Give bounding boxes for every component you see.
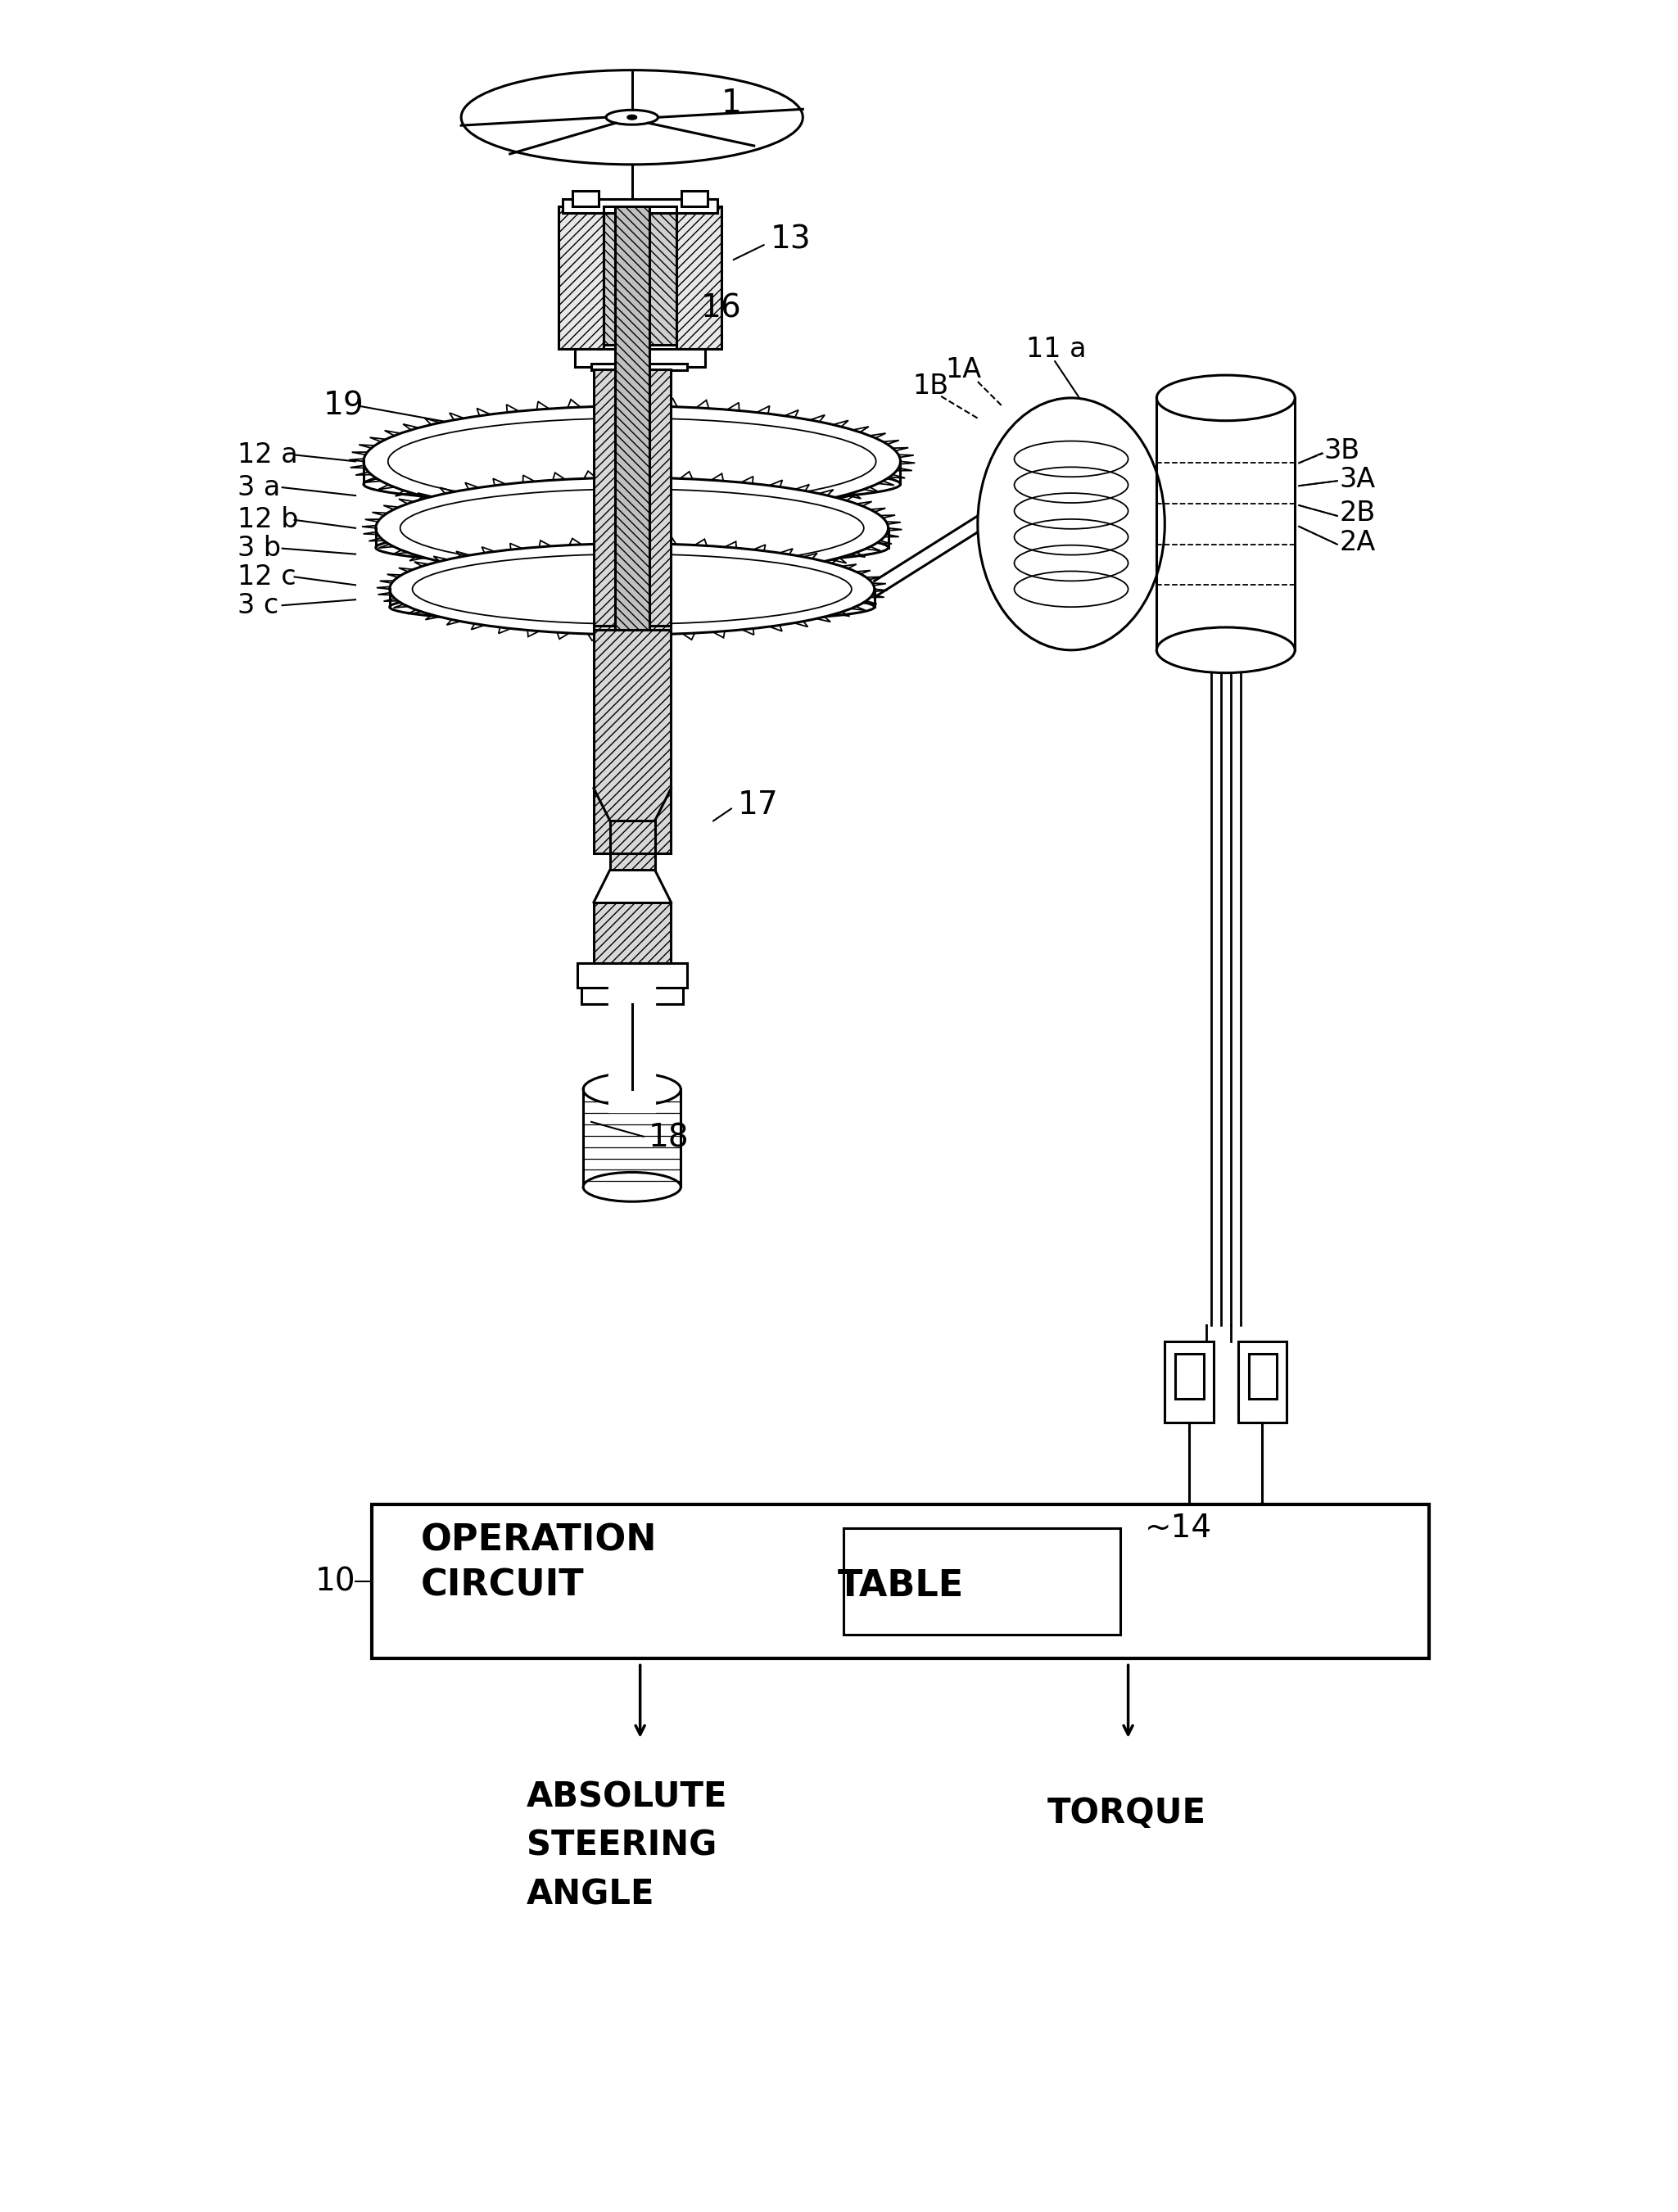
Bar bbox=[562, 199, 718, 212]
Text: 3 b: 3 b bbox=[238, 535, 280, 562]
Bar bbox=[676, 206, 722, 349]
Text: 2A: 2A bbox=[1339, 529, 1376, 555]
Ellipse shape bbox=[584, 1172, 681, 1201]
Bar bbox=[582, 987, 683, 1004]
Text: STEERING: STEERING bbox=[527, 1829, 717, 1863]
Bar bbox=[591, 363, 688, 369]
Bar bbox=[614, 206, 649, 630]
Bar bbox=[594, 902, 671, 967]
Text: CIRCUIT: CIRCUIT bbox=[421, 1568, 584, 1604]
Ellipse shape bbox=[389, 591, 874, 624]
Bar bbox=[594, 369, 671, 630]
Text: 3B: 3B bbox=[1324, 438, 1359, 465]
Text: 18: 18 bbox=[648, 1121, 690, 1155]
Text: 12 a: 12 a bbox=[238, 442, 297, 469]
Text: 3 c: 3 c bbox=[238, 593, 279, 619]
Ellipse shape bbox=[628, 115, 636, 119]
Bar bbox=[559, 206, 604, 349]
Text: TABLE: TABLE bbox=[837, 1568, 963, 1604]
Ellipse shape bbox=[1156, 628, 1295, 672]
Text: 12 b: 12 b bbox=[238, 507, 299, 533]
Text: 1: 1 bbox=[722, 88, 742, 119]
Text: 13: 13 bbox=[770, 223, 810, 254]
Bar bbox=[844, 1528, 1119, 1635]
Bar bbox=[611, 821, 654, 869]
Text: 2B: 2B bbox=[1339, 500, 1376, 526]
Ellipse shape bbox=[606, 111, 658, 124]
Text: 17: 17 bbox=[738, 790, 779, 821]
Ellipse shape bbox=[461, 71, 802, 164]
Bar bbox=[681, 190, 708, 206]
Bar bbox=[676, 206, 722, 349]
Bar bbox=[614, 206, 649, 630]
Bar bbox=[594, 626, 671, 854]
Ellipse shape bbox=[584, 1073, 681, 1106]
Bar bbox=[1238, 1340, 1287, 1422]
Text: TORQUE: TORQUE bbox=[1047, 1796, 1206, 1832]
Ellipse shape bbox=[364, 465, 901, 504]
Text: 3 a: 3 a bbox=[238, 473, 280, 500]
Bar bbox=[577, 962, 688, 987]
Ellipse shape bbox=[364, 407, 901, 518]
Text: 1A: 1A bbox=[945, 356, 982, 383]
Ellipse shape bbox=[389, 544, 874, 635]
Bar bbox=[576, 349, 705, 367]
Text: 16: 16 bbox=[701, 292, 742, 323]
Ellipse shape bbox=[978, 398, 1165, 650]
Text: OPERATION: OPERATION bbox=[421, 1524, 656, 1559]
Text: 1B: 1B bbox=[913, 372, 948, 398]
Text: 19: 19 bbox=[322, 392, 364, 422]
Bar bbox=[594, 626, 671, 854]
Bar bbox=[1248, 1354, 1277, 1398]
Bar bbox=[1165, 1340, 1213, 1422]
Text: 11 a: 11 a bbox=[1027, 336, 1087, 363]
Bar bbox=[604, 206, 676, 349]
Bar bbox=[373, 1504, 1430, 1659]
Bar bbox=[594, 369, 671, 630]
Text: ABSOLUTE: ABSOLUTE bbox=[527, 1781, 727, 1814]
Ellipse shape bbox=[396, 551, 868, 628]
Ellipse shape bbox=[376, 478, 888, 580]
Text: 10: 10 bbox=[315, 1566, 356, 1597]
Bar bbox=[572, 190, 599, 206]
Bar bbox=[1175, 1354, 1203, 1398]
Text: 3A: 3A bbox=[1339, 467, 1376, 493]
Bar bbox=[614, 1000, 649, 1033]
Bar bbox=[604, 345, 676, 354]
Text: ANGLE: ANGLE bbox=[527, 1878, 654, 1911]
Text: ~14: ~14 bbox=[1144, 1513, 1212, 1544]
Text: 12 c: 12 c bbox=[238, 564, 295, 591]
Ellipse shape bbox=[383, 484, 881, 573]
Bar bbox=[559, 206, 604, 349]
Bar bbox=[604, 206, 676, 349]
Bar bbox=[594, 902, 671, 967]
Ellipse shape bbox=[376, 531, 888, 566]
Ellipse shape bbox=[371, 414, 894, 511]
Bar bbox=[611, 821, 654, 869]
Ellipse shape bbox=[1156, 376, 1295, 420]
